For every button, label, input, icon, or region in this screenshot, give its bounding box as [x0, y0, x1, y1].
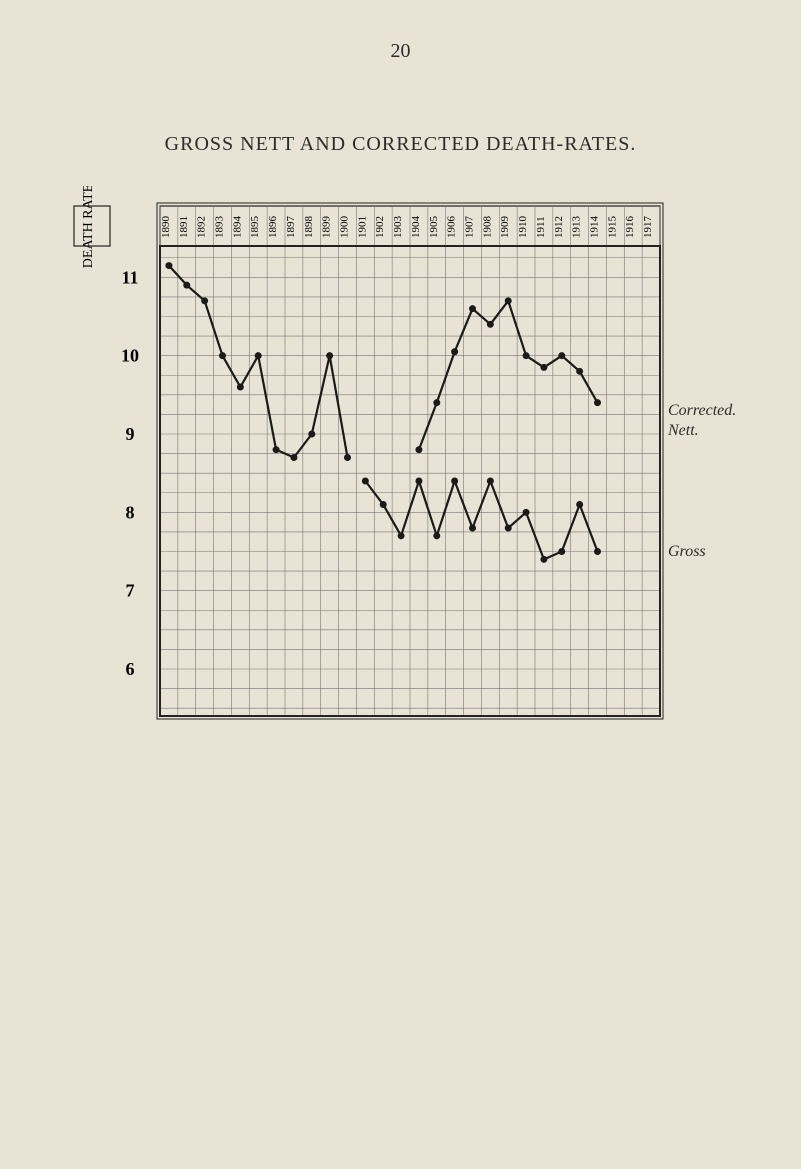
svg-text:1902: 1902	[374, 216, 386, 238]
death-rate-chart: DEATH RATE 1890 1891 1892 1893 1894 1895 1896 18…	[40, 186, 760, 746]
svg-text:1899: 1899	[321, 216, 333, 239]
svg-text:DEATH RATE: DEATH RATE	[81, 186, 96, 268]
svg-text:1913: 1913	[571, 216, 583, 239]
svg-text:1892: 1892	[196, 216, 208, 238]
svg-text:1908: 1908	[481, 216, 493, 239]
svg-text:1903: 1903	[392, 216, 404, 239]
chart-container: DEATH RATE 1890 1891 1892 1893 1894 1895 1896 18…	[40, 186, 760, 746]
svg-text:1909: 1909	[499, 216, 511, 239]
svg-text:1896: 1896	[267, 216, 279, 238]
svg-text:1916: 1916	[624, 216, 636, 239]
svg-text:1895: 1895	[249, 216, 261, 239]
svg-text:1890: 1890	[160, 216, 172, 239]
svg-text:1907: 1907	[464, 216, 476, 239]
svg-text:1901: 1901	[356, 216, 368, 238]
svg-text:1910: 1910	[517, 216, 529, 239]
svg-text:1905: 1905	[428, 216, 440, 239]
svg-text:8: 8	[126, 502, 135, 522]
svg-text:1914: 1914	[589, 216, 601, 239]
svg-text:1915: 1915	[606, 216, 618, 239]
svg-text:1906: 1906	[446, 216, 458, 239]
svg-text:1893: 1893	[214, 216, 226, 239]
series-label-gross: Gross	[668, 542, 706, 563]
svg-text:1912: 1912	[553, 216, 565, 238]
svg-text:11: 11	[121, 267, 138, 287]
svg-text:1917: 1917	[642, 216, 654, 239]
svg-text:6: 6	[126, 659, 135, 679]
svg-text:1904: 1904	[410, 216, 422, 239]
svg-text:1897: 1897	[285, 215, 297, 238]
svg-text:1891: 1891	[178, 216, 190, 238]
svg-text:1900: 1900	[339, 216, 351, 239]
svg-text:1894: 1894	[231, 216, 243, 239]
svg-text:1911: 1911	[535, 216, 547, 238]
page-number: 20	[0, 40, 801, 63]
svg-text:10: 10	[121, 346, 139, 366]
series-label-corrected-nett: Corrected. Nett.	[668, 401, 760, 443]
svg-text:1898: 1898	[303, 216, 315, 239]
svg-text:9: 9	[126, 424, 135, 444]
chart-title: GROSS NETT AND CORRECTED DEATH-RATES.	[0, 133, 801, 156]
svg-text:7: 7	[126, 581, 135, 601]
